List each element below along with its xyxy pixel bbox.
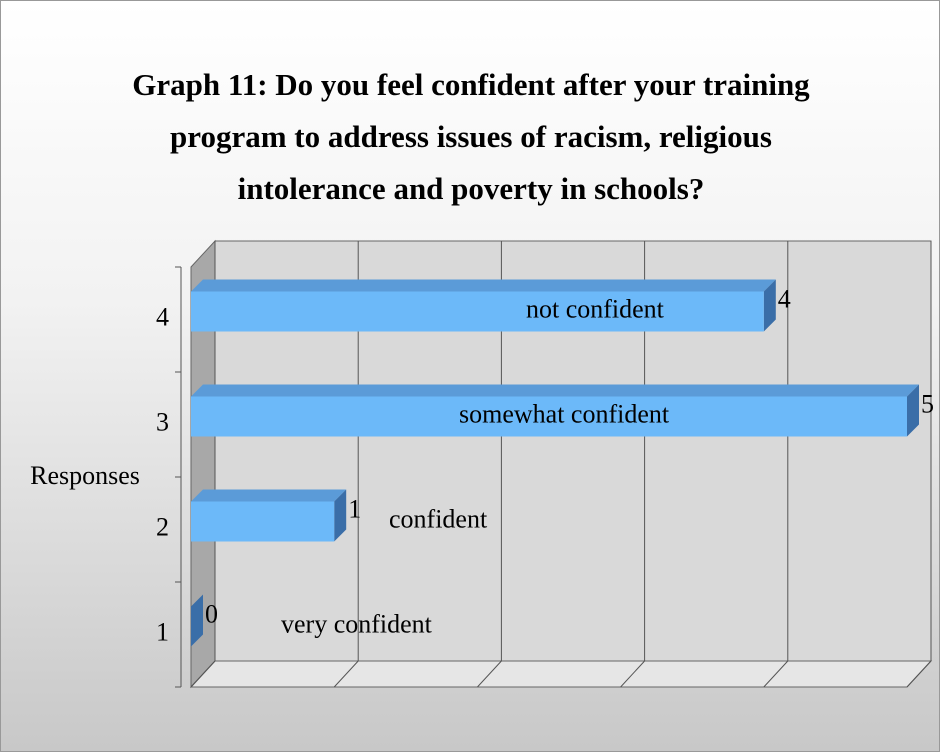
y-tick-label: 1 <box>156 617 169 646</box>
value-label: 0 <box>205 599 218 628</box>
bar-annotation: very confident <box>281 609 433 638</box>
bar <box>191 501 335 542</box>
floor-grid-line <box>333 660 359 688</box>
y-tick-label: 3 <box>156 407 169 436</box>
floor <box>189 660 933 688</box>
bar-top <box>191 384 919 397</box>
bar-top <box>191 279 776 292</box>
bar-top <box>191 489 347 502</box>
bar-side <box>907 384 919 437</box>
y-axis-label: Responses <box>30 461 140 490</box>
y-tick-label: 4 <box>156 302 169 331</box>
bar <box>191 291 764 332</box>
bar-annotation: somewhat confident <box>459 399 670 428</box>
y-tick-label: 2 <box>156 512 169 541</box>
floor-grid-line <box>190 660 216 688</box>
bar <box>191 396 907 437</box>
floor-grid-line <box>763 660 789 688</box>
floor-grid-line <box>620 660 645 688</box>
chart-title: Graph 11: Do you feel confident after yo… <box>132 67 810 206</box>
bar-side <box>763 279 776 332</box>
value-label: 5 <box>921 389 934 418</box>
bar-annotation: confident <box>389 504 488 533</box>
bar-annotation: not confident <box>526 294 665 323</box>
floor-grid-line <box>477 660 502 688</box>
value-label: 4 <box>778 284 791 313</box>
bar-side <box>334 489 347 542</box>
bar-side <box>191 594 203 647</box>
value-label: 1 <box>348 494 361 523</box>
floor-grid-line <box>906 660 932 688</box>
